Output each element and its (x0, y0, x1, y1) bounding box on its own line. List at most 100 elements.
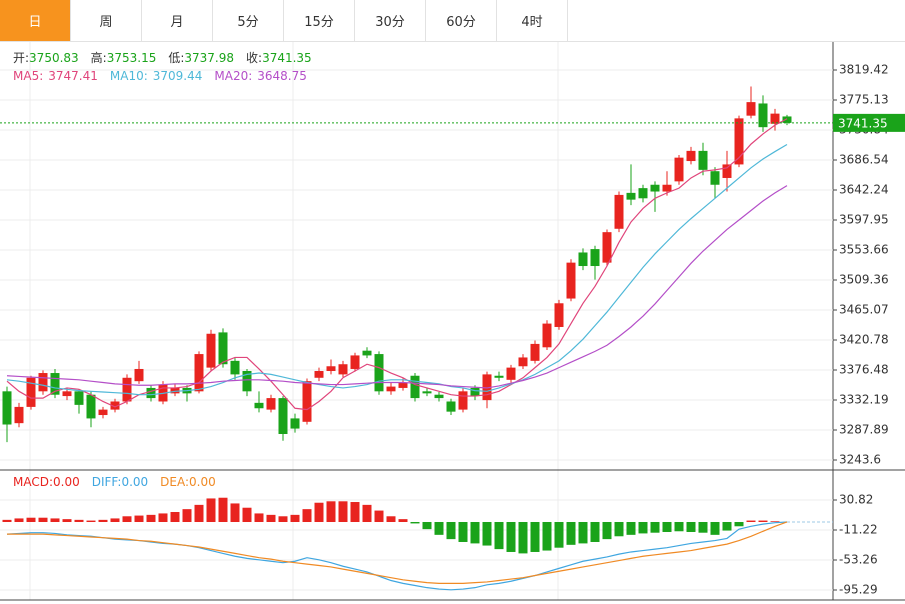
ohlc-label: 开: (13, 51, 29, 65)
macd-bar (470, 521, 480, 544)
macd-line (6, 521, 788, 591)
candle-body (602, 232, 612, 263)
period-tab[interactable]: 4时 (497, 0, 568, 41)
candle-body (542, 323, 552, 348)
candle-body (530, 343, 540, 361)
candle-body (554, 303, 564, 327)
macd-bar (422, 521, 432, 530)
candle-body (782, 116, 792, 123)
macd-bar (110, 518, 120, 522)
candle-body (50, 373, 60, 395)
candle-body (230, 360, 240, 375)
macd-bar (758, 520, 768, 522)
candle-body (674, 157, 684, 182)
macd-bar (494, 521, 504, 550)
macd-bar (38, 517, 48, 522)
macd-bar (302, 509, 312, 522)
period-tab[interactable]: 30分 (355, 0, 426, 41)
candle-body (290, 418, 300, 429)
macd-bar (50, 518, 60, 522)
macd-bar (734, 521, 744, 527)
macd-bar (74, 519, 84, 522)
macd-bar (410, 521, 420, 524)
candle-body (254, 402, 264, 409)
legend-name: MA20: (214, 69, 252, 83)
legend-value: 0.00 (189, 475, 216, 489)
macd-bar (638, 521, 648, 534)
candle-body (758, 103, 768, 128)
macd-bar (362, 504, 372, 522)
macd-bar (14, 518, 24, 522)
candle-body (650, 184, 660, 192)
macd-legend: MACD:0.00 DIFF:0.00 DEA:0.00 (13, 475, 216, 489)
candle-body (434, 394, 444, 399)
macd-bar (674, 521, 684, 532)
candle-body (662, 184, 672, 192)
macd-bar (194, 504, 204, 522)
macd-bar (770, 521, 780, 522)
period-tab[interactable]: 日 (0, 0, 71, 41)
ohlc-label: 低: (168, 51, 184, 65)
legend-value: 0.00 (53, 475, 80, 489)
ohlc-readout: 开:3750.83 高:3753.15 低:3737.98 收:3741.35 (13, 50, 312, 65)
candle-body (578, 252, 588, 267)
candle-body (182, 387, 192, 394)
candle-body (638, 188, 648, 199)
macd-bar (86, 520, 96, 522)
candle-body (722, 164, 732, 178)
macd-bar (722, 521, 732, 531)
macd-bar (698, 521, 708, 533)
macd-bar (98, 519, 108, 522)
legend-value: 3747.41 (48, 69, 98, 83)
ma-line (6, 143, 788, 396)
macd-bar (530, 521, 540, 552)
candle-body (770, 113, 780, 124)
period-tab[interactable]: 月 (142, 0, 213, 41)
candle-body (506, 367, 516, 380)
macd-bar (182, 509, 192, 522)
period-tab[interactable]: 60分 (426, 0, 497, 41)
macd-bar (518, 521, 528, 554)
macd-bar (158, 513, 168, 522)
legend-value: 3648.75 (257, 69, 307, 83)
period-tab[interactable]: 周 (71, 0, 142, 41)
candle-body (482, 374, 492, 401)
candle-body (158, 384, 168, 402)
period-tab[interactable]: 15分 (284, 0, 355, 41)
candle-body (122, 377, 132, 402)
candle-body (686, 150, 696, 162)
candle-body (518, 357, 528, 367)
candle-body (326, 366, 336, 372)
macd-bar (146, 514, 156, 522)
candle-body (302, 381, 312, 422)
ohlc-label: 高: (91, 50, 107, 65)
y-tick-label: 3332.19 (839, 393, 889, 407)
legend-value: 0.00 (121, 475, 148, 489)
macd-bar (242, 507, 252, 522)
candle-body (110, 401, 120, 410)
candle-body (362, 350, 372, 356)
y-tick-label: 3642.24 (839, 183, 889, 197)
macd-bar (2, 519, 12, 522)
y-tick-label: 3730.84 (839, 122, 889, 136)
macd-bar (386, 516, 396, 522)
macd-bar (350, 502, 360, 522)
candle-body (446, 401, 456, 412)
macd-bar (566, 521, 576, 545)
candle-body (314, 371, 324, 378)
candle-body (170, 387, 180, 394)
macd-bar (398, 519, 408, 522)
macd-bar (650, 521, 660, 533)
period-tab[interactable]: 5分 (213, 0, 284, 41)
candle-body (710, 171, 720, 185)
macd-bar (506, 521, 516, 552)
macd-bar (542, 521, 552, 551)
legend-name: MACD: (13, 475, 53, 489)
legend-name: DIFF: (92, 475, 122, 489)
candle-body (278, 398, 288, 434)
ohlc-value: 3741.35 (262, 51, 312, 65)
y-tick-label: 3819.42 (839, 62, 889, 76)
macd-bar (710, 521, 720, 535)
